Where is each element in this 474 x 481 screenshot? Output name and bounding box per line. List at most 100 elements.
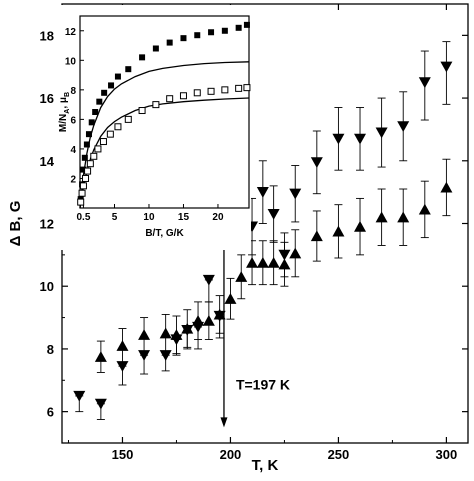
inset-filled-square-point bbox=[88, 119, 95, 126]
down-triangle-point bbox=[202, 274, 215, 286]
up-triangle-point bbox=[170, 329, 183, 340]
down-triangle-point bbox=[256, 187, 269, 198]
inset-open-square-point bbox=[207, 87, 215, 95]
down-triangle-point bbox=[159, 350, 172, 361]
inset-y-tick-label: 12 bbox=[65, 27, 77, 38]
down-triangle-point bbox=[332, 133, 345, 145]
up-triangle-point bbox=[310, 230, 323, 242]
x-tick-label: 150 bbox=[112, 447, 134, 462]
up-triangle-point bbox=[332, 225, 345, 237]
inset-y-axis-text: , μ bbox=[58, 97, 69, 109]
y-tick-label: 14 bbox=[40, 154, 55, 169]
down-triangle-point bbox=[94, 398, 107, 410]
inset-filled-square-point bbox=[139, 54, 146, 61]
y-tick-label: 16 bbox=[40, 91, 54, 106]
inset-open-square-point bbox=[193, 89, 201, 97]
down-triangle-point bbox=[375, 127, 388, 139]
up-triangle-point bbox=[192, 315, 205, 326]
down-triangle-point bbox=[116, 361, 129, 372]
inset-x-tick-label: 0.5 bbox=[76, 212, 90, 223]
x-axis-title: T, K bbox=[252, 457, 279, 474]
up-triangle-point bbox=[246, 256, 259, 268]
inset-x-tick-label: 5 bbox=[112, 212, 118, 223]
up-triangle-point bbox=[440, 181, 453, 193]
up-triangle-point bbox=[354, 220, 367, 232]
inset-x-tick-label: 15 bbox=[178, 212, 190, 223]
inset-x-axis-title: B/T, G/K bbox=[145, 228, 184, 239]
inset-open-square-point bbox=[84, 167, 92, 175]
inset-filled-square-point bbox=[80, 166, 87, 173]
inset-filled-square-point bbox=[208, 29, 215, 36]
x-tick-label: 300 bbox=[436, 447, 458, 462]
inset-open-square-point bbox=[99, 138, 107, 146]
inset-filled-square-point bbox=[83, 141, 90, 148]
inset-open-square-point bbox=[79, 182, 87, 190]
inset-filled-square-point bbox=[114, 73, 121, 80]
inset-y-tick-label: 6 bbox=[70, 115, 76, 126]
inset-open-square-point bbox=[221, 86, 229, 94]
inset-x-tick-label: 20 bbox=[212, 212, 224, 223]
inset-open-square-point bbox=[77, 198, 85, 206]
up-triangle-point bbox=[289, 247, 302, 259]
inset-open-square-point bbox=[82, 174, 90, 182]
down-triangle-point bbox=[138, 350, 151, 361]
inset-open-square-point bbox=[138, 107, 146, 115]
inset-open-square-point bbox=[94, 145, 102, 153]
down-triangle-point bbox=[310, 157, 323, 169]
up-triangle-point bbox=[138, 329, 151, 340]
inset-filled-square-point bbox=[96, 98, 103, 105]
up-triangle-point bbox=[397, 211, 410, 223]
inset-open-square-point bbox=[124, 115, 132, 123]
main-plot: 150 200 250 300 6 8 10 12 14 16 18 T, K Δ B, G T=197 … bbox=[7, 3, 469, 474]
down-triangle-point bbox=[354, 133, 367, 145]
y-axis-title: Δ B, G bbox=[7, 201, 24, 247]
inset-open-square-point bbox=[86, 160, 94, 168]
up-triangle-point bbox=[278, 258, 291, 270]
inset-y-axis-title: M/NA, μB bbox=[58, 92, 71, 132]
inset-open-square-point bbox=[152, 101, 160, 109]
x-tick-label: 250 bbox=[328, 447, 350, 462]
inset-y-tick-label: 2 bbox=[70, 174, 76, 185]
inset-y-tick-label: 10 bbox=[65, 56, 77, 67]
inset-filled-square-point bbox=[194, 32, 201, 39]
up-triangle-point bbox=[256, 256, 269, 268]
down-triangle-point bbox=[397, 121, 410, 132]
inset-open-square-point bbox=[114, 123, 122, 131]
up-triangle-point bbox=[213, 308, 226, 320]
y-tick-label: 10 bbox=[40, 279, 54, 294]
inset-open-square-point bbox=[166, 95, 174, 103]
inset-filled-square-point bbox=[92, 109, 99, 115]
annotation-arrow-head bbox=[220, 417, 228, 428]
inset-y-axis-text: M/N bbox=[58, 114, 69, 132]
up-triangle-point bbox=[235, 271, 248, 282]
y-tick-label: 18 bbox=[40, 28, 54, 43]
down-triangle-point bbox=[418, 77, 431, 89]
inset-x-tick-label: 10 bbox=[143, 212, 155, 223]
inset-filled-square-point bbox=[235, 24, 242, 31]
inset-filled-square-point bbox=[152, 45, 159, 52]
up-triangle-point bbox=[418, 203, 431, 215]
inset-open-square-point bbox=[235, 84, 243, 92]
inset-y-axis-subscript: B bbox=[64, 92, 71, 97]
inset-filled-square-point bbox=[85, 131, 92, 138]
down-triangle-point bbox=[267, 208, 280, 220]
up-triangle-point bbox=[159, 327, 172, 339]
inset-filled-square-point bbox=[101, 89, 108, 96]
inset-filled-square-point bbox=[221, 27, 228, 34]
inset-open-square-point bbox=[90, 152, 98, 160]
inset-filled-square-point bbox=[180, 35, 187, 42]
up-triangle-point bbox=[116, 340, 129, 351]
up-triangle-point bbox=[181, 322, 194, 334]
y-tick-label: 6 bbox=[47, 405, 54, 420]
inset-frame bbox=[79, 15, 250, 209]
inset-filled-square-point bbox=[81, 154, 88, 161]
inset-filled-square-point bbox=[108, 82, 115, 89]
inset-open-square-point bbox=[179, 92, 187, 100]
inset-plot: 0.5 5 10 15 20 2 4 6 8 10 12 B/T, G/K M/NA, μB bbox=[58, 5, 251, 250]
up-triangle-point bbox=[94, 351, 107, 362]
inset-filled-square-point bbox=[125, 66, 132, 73]
inset-open-square-point bbox=[78, 189, 86, 197]
up-triangle-point bbox=[224, 293, 237, 304]
